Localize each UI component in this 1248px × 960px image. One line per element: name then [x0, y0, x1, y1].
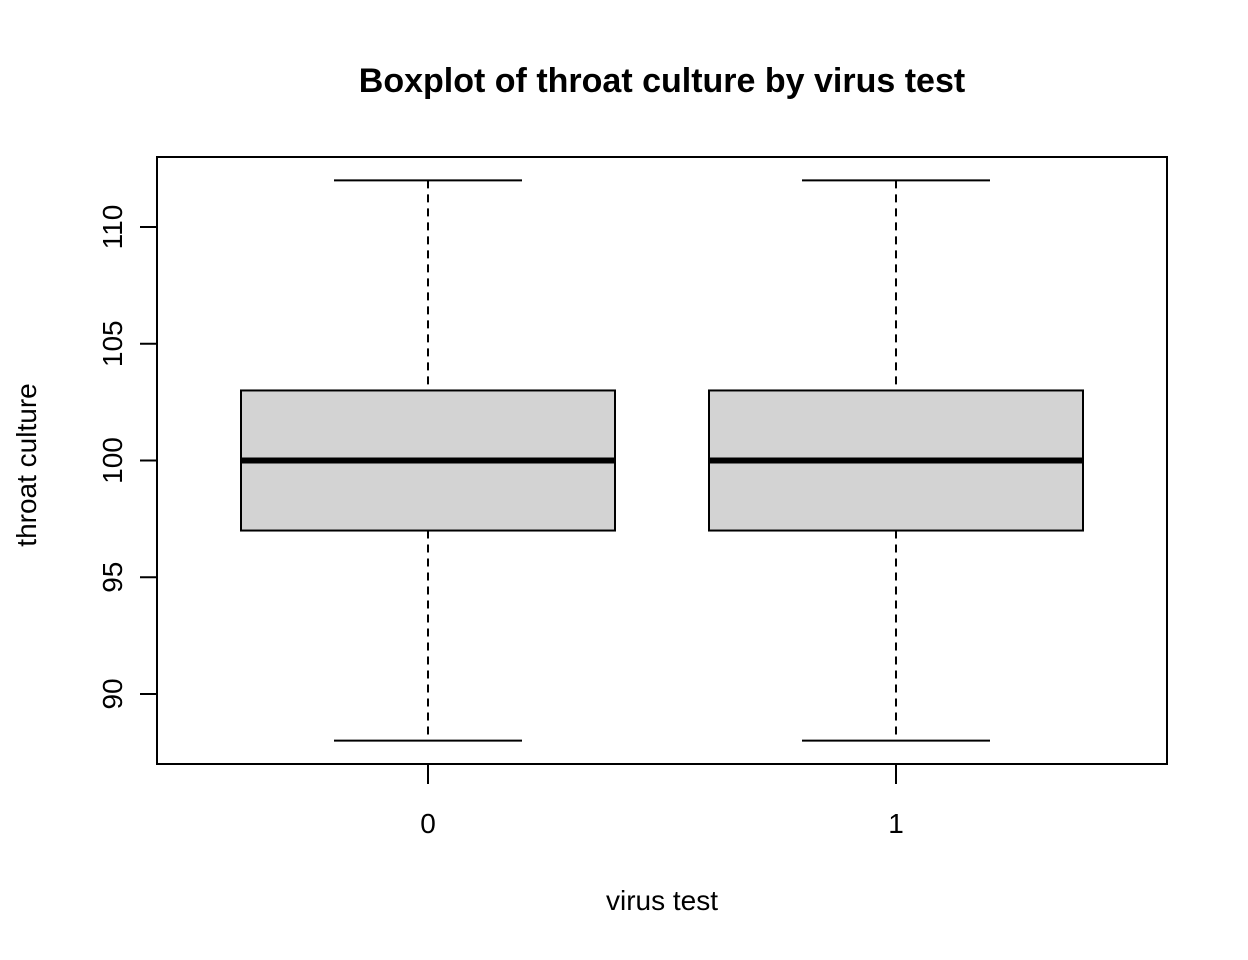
box-1: [708, 179, 1084, 742]
x-tick-label: 1: [888, 808, 904, 839]
y-tick-label: 90: [97, 678, 128, 709]
x-axis-label: virus test: [606, 885, 718, 916]
x-tick-label: 0: [420, 808, 436, 839]
y-axis-label: throat culture: [11, 383, 42, 546]
y-axis: 90 95 100 105 110: [97, 205, 158, 710]
y-tick-label: 110: [97, 205, 128, 250]
y-tick-label: 105: [97, 320, 128, 367]
boxes-group: [240, 179, 1084, 742]
box-0: [240, 179, 616, 742]
y-tick-label: 95: [97, 562, 128, 593]
chart-title: Boxplot of throat culture by virus test: [359, 62, 965, 100]
y-tick-label: 100: [97, 437, 128, 484]
